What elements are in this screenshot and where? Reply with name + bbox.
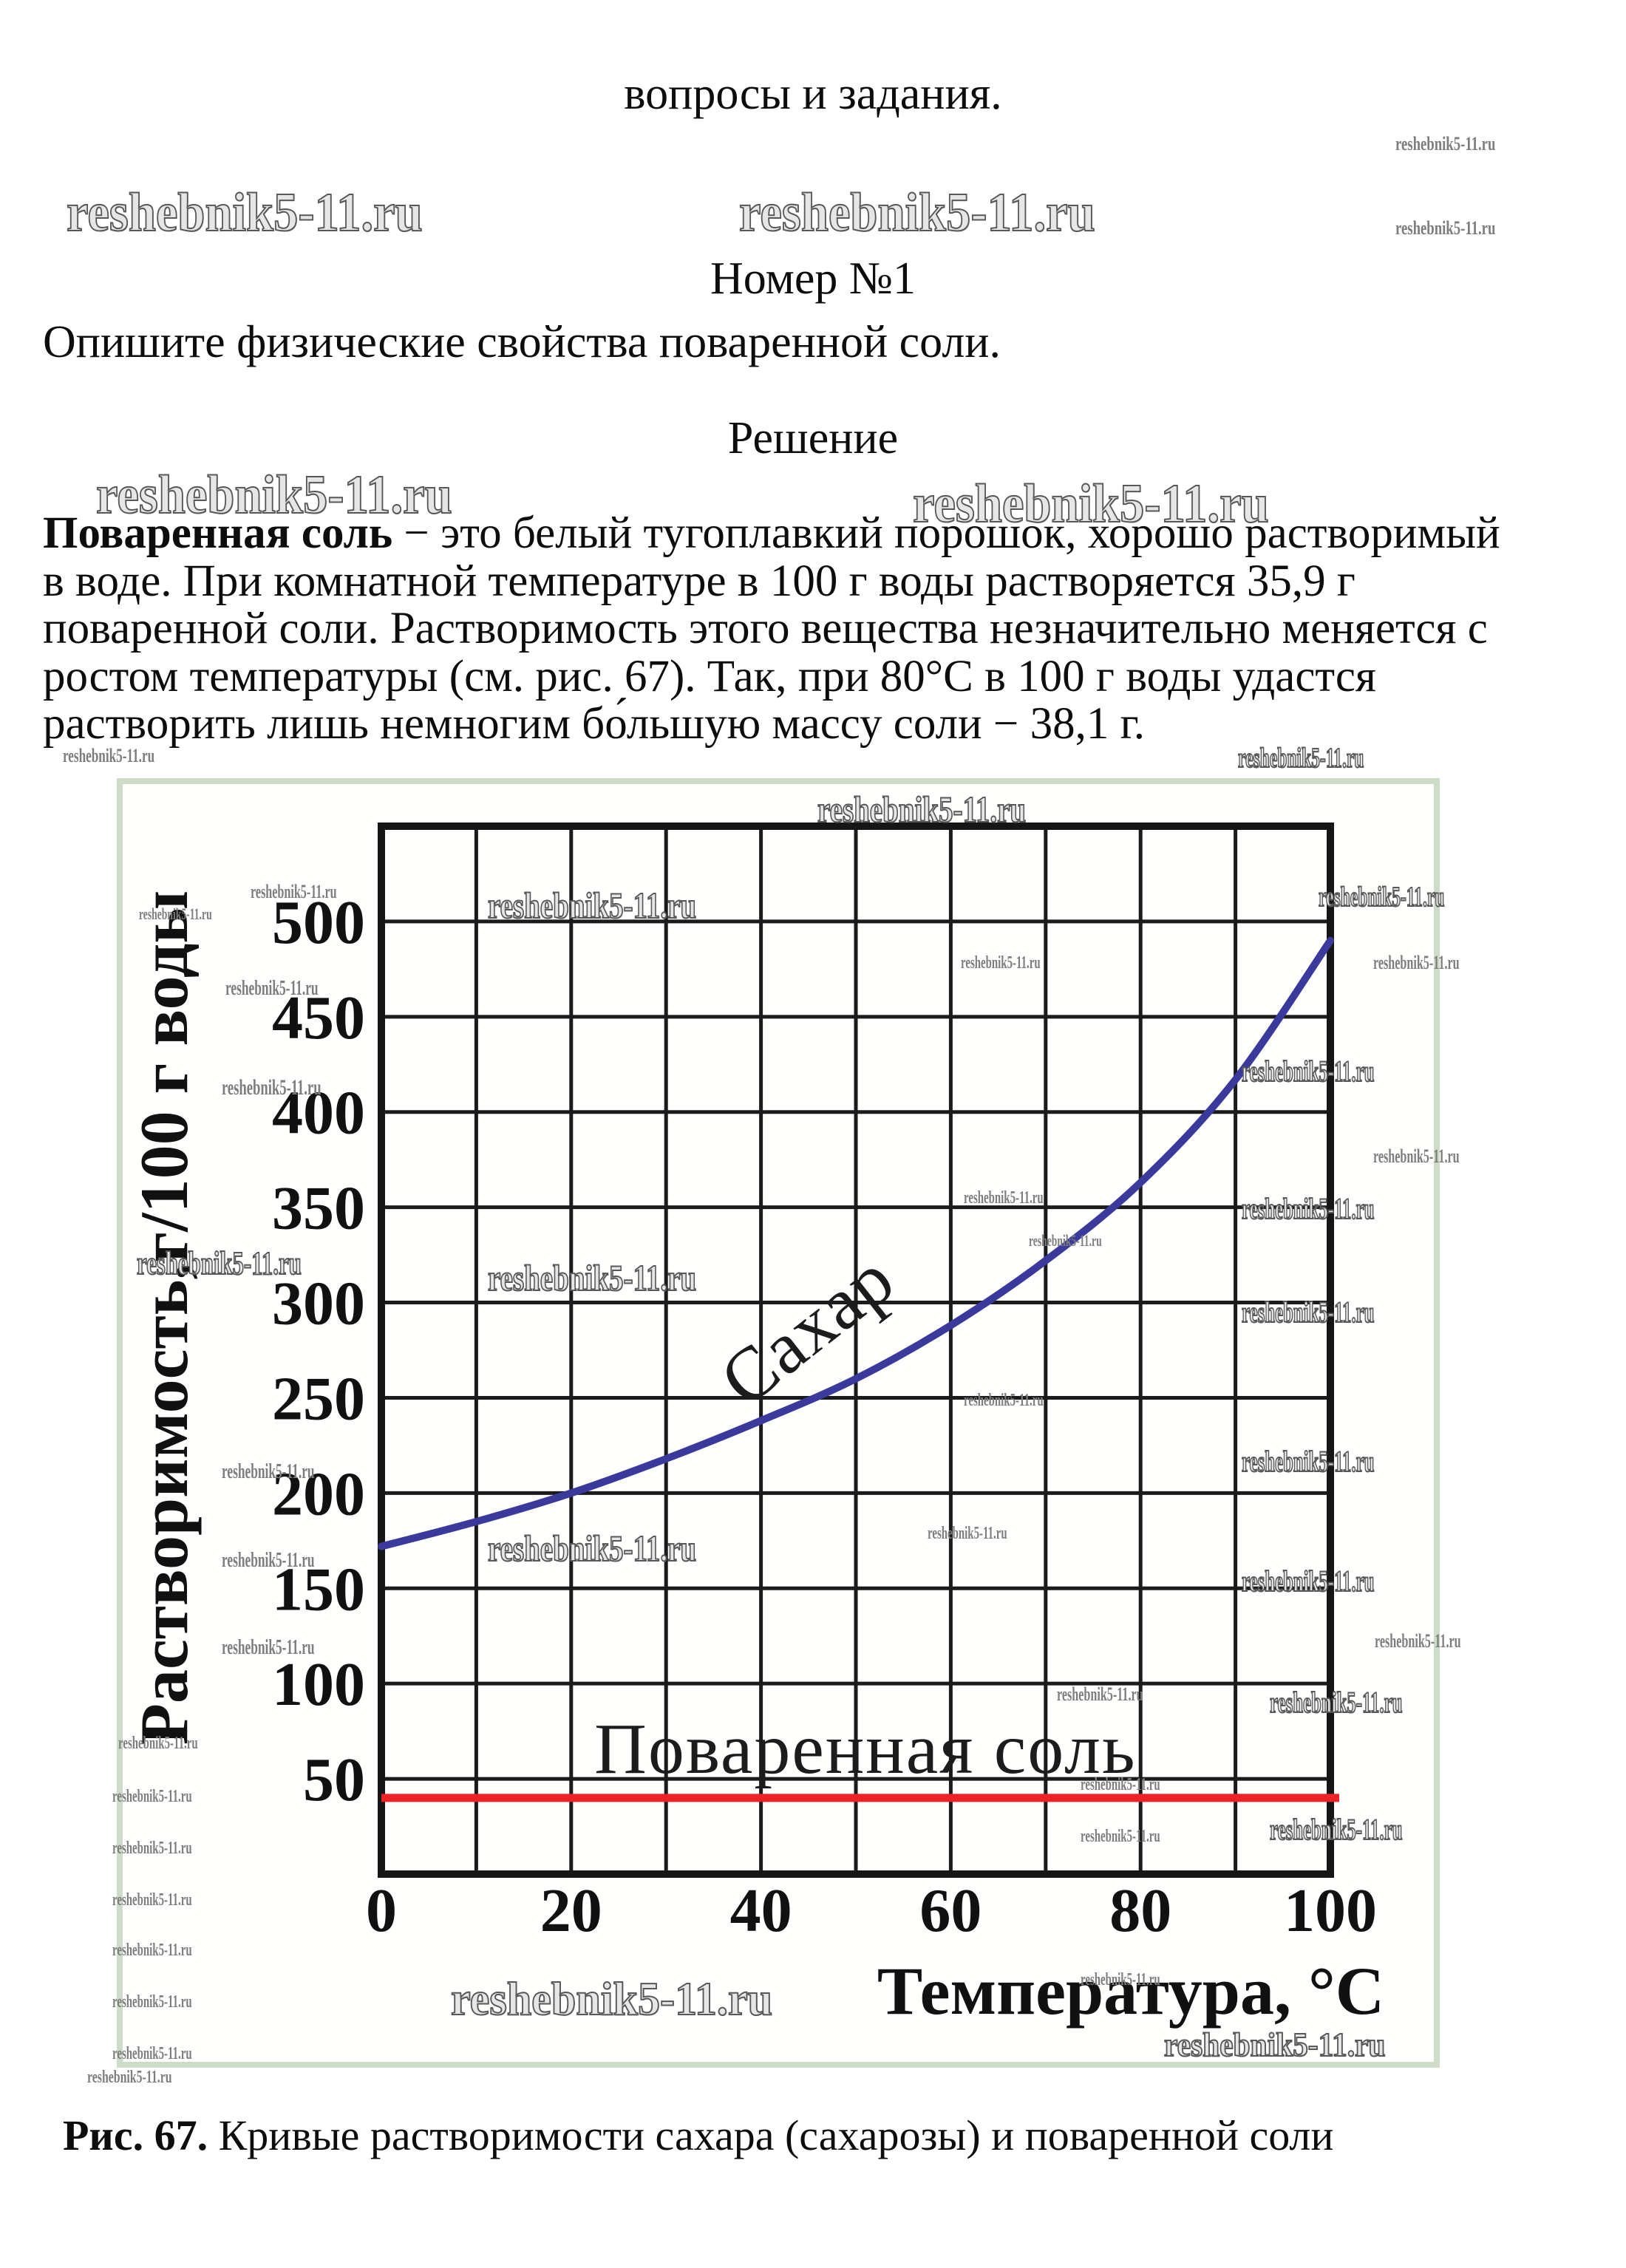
y-tick-label: 350 (272, 1174, 365, 1243)
plot-border (378, 823, 1334, 1878)
x-tick-label: 0 (366, 1876, 397, 1945)
x-tick-label: 60 (919, 1876, 982, 1945)
watermark-text: reshebnik5-11.ru (738, 182, 1096, 244)
series-curve-Сахар (378, 936, 1334, 1550)
y-tick-label: 300 (272, 1270, 365, 1338)
x-tick-label: 40 (730, 1876, 792, 1945)
solution-line4: ростом температуры (см. рис. 67). Так, п… (43, 651, 1376, 701)
watermark-text: reshebnik5-11.ru (1395, 217, 1496, 239)
y-tick-label: 500 (272, 888, 365, 957)
solution-paragraph: Поваренная соль − это белый тугоплавкий … (43, 508, 1500, 749)
y-tick-label: 450 (272, 984, 365, 1052)
figure-caption: Рис. 67. Кривые растворимости сахара (са… (63, 2111, 1333, 2160)
question-text: Опишите физические свойства поваренной с… (43, 317, 1001, 367)
y-tick-label: 100 (272, 1650, 365, 1719)
y-tick-label: 250 (272, 1364, 365, 1433)
solution-line2: в воде. При комнатной температуре в 100 … (43, 556, 1355, 606)
y-axis-title: Растворимость,г/100 г воды (126, 890, 202, 1745)
solution-lead-bold: Поваренная соль (43, 508, 393, 558)
y-tick-label: 50 (303, 1746, 365, 1814)
solution-line3: поваренной соли. Растворимость этого вещ… (43, 604, 1488, 653)
page-heading: вопросы и задания. (624, 69, 1002, 119)
watermark-text: reshebnik5-11.ru (87, 2068, 172, 2087)
x-tick-label: 20 (540, 1876, 602, 1945)
y-tick-label: 400 (272, 1079, 365, 1148)
y-tick-label: 200 (272, 1460, 365, 1528)
x-axis-title: Температура, °С (877, 1953, 1384, 2029)
solution-line1: − это белый тугоплавкий порошок, хорошо … (392, 508, 1500, 558)
watermark-text: reshebnik5-11.ru (66, 182, 423, 244)
x-tick-label: 80 (1109, 1876, 1171, 1945)
y-tick-label: 150 (272, 1555, 365, 1624)
solution-line5: растворить лишь немногим бо́льшую массу … (43, 699, 1145, 749)
caption-text: Кривые растворимости сахара (сахарозы) и… (208, 2111, 1334, 2159)
x-tick-label: 100 (1284, 1876, 1377, 1945)
figure-frame: 0 20 40 60 80 100 50 100 150 200 250 300 350 400 450 50… (117, 778, 1440, 2068)
solubility-chart: 0 20 40 60 80 100 50 100 150 200 250 300 350 400 450 50… (126, 823, 1384, 2029)
series-label-Сахар: Сахар (705, 1236, 909, 1421)
solution-heading: Решение (727, 413, 899, 463)
watermark-text: reshebnik5-11.ru (1395, 133, 1496, 154)
series-label-Поваренная соль: Поваренная соль (594, 1709, 1137, 1789)
task-number-heading: Номер №1 (710, 253, 916, 304)
caption-label: Рис. 67. (63, 2111, 208, 2159)
